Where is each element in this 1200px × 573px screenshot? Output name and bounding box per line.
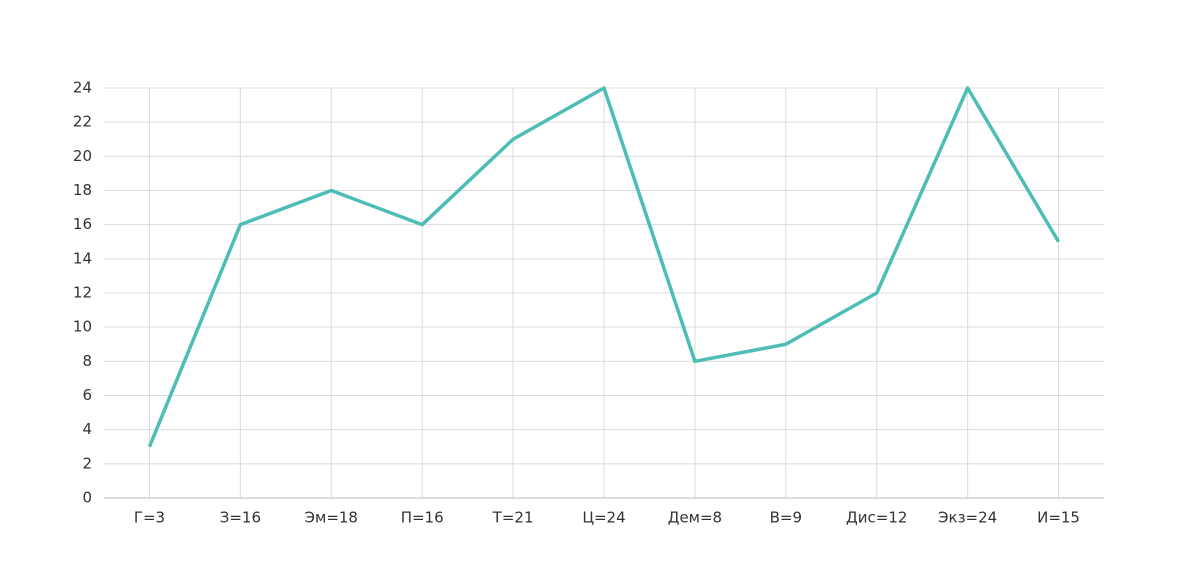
y-tick-label: 6 [82,386,92,404]
x-tick-label: З=16 [220,509,261,527]
x-tick-label: И=15 [1037,509,1080,527]
y-tick-label: 12 [73,284,92,302]
y-tick-label: 24 [73,79,92,97]
data-line [147,86,1061,448]
x-tick-label: Экз=24 [938,509,997,527]
x-tick-label: Г=3 [134,509,165,527]
x-tick-label: П=16 [401,509,444,527]
x-tick-label: В=9 [770,509,802,527]
x-tick-label: Дис=12 [846,509,907,527]
x-tick-label: Эм=18 [305,509,358,527]
y-tick-label: 4 [82,420,92,438]
y-tick-label: 8 [82,352,92,370]
x-tick-label: Т=21 [492,509,534,527]
x-tick-label: Дем=8 [668,509,722,527]
y-tick-label: 20 [73,147,92,165]
y-tick-label: 14 [73,249,92,267]
y-tick-label: 18 [73,181,92,199]
y-tick-label: 22 [73,113,92,131]
y-tick-label: 2 [82,454,92,472]
y-tick-label: 16 [73,215,92,233]
x-tick-label: Ц=24 [582,509,625,527]
y-tick-label: 10 [73,318,92,336]
y-tick-label: 0 [82,489,92,507]
